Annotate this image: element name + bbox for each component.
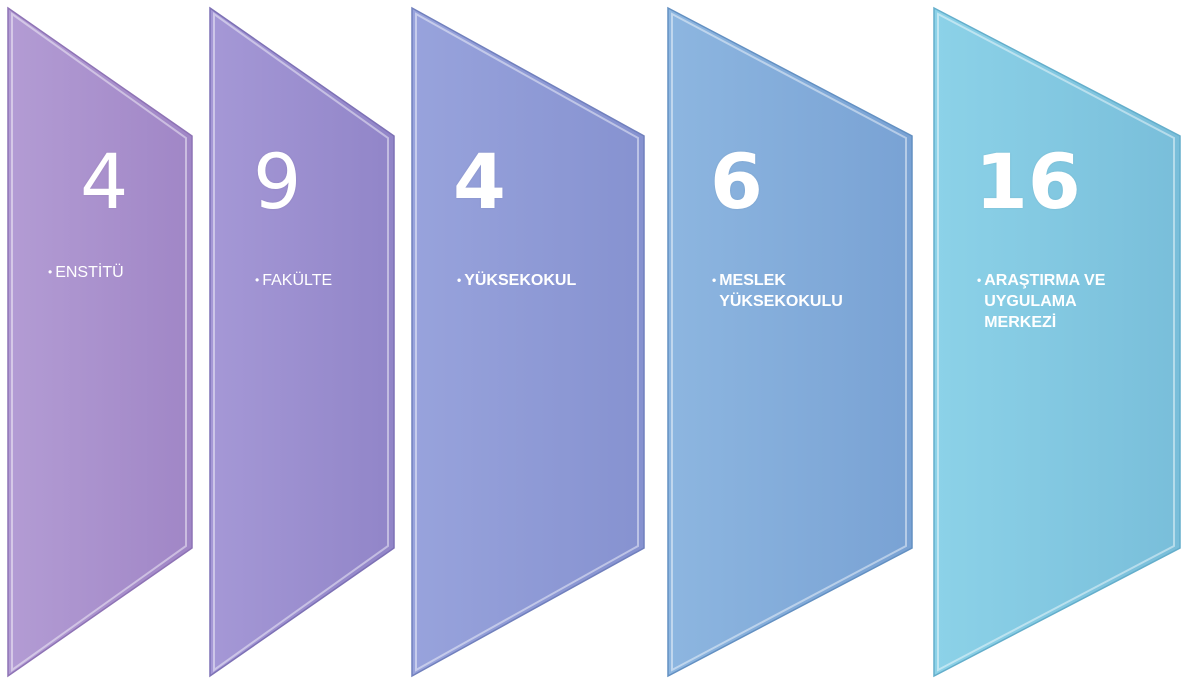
label-text: FAKÜLTE — [262, 272, 333, 289]
bullet-icon: • — [457, 273, 462, 287]
label-yuksekokul: • YÜKSEKOKUL — [457, 270, 576, 291]
bullet-icon: • — [255, 273, 260, 287]
label-meslek-yuksekokulu: • MESLEK YÜKSEKOKULU — [712, 270, 843, 312]
count-fakulte: 9 — [253, 137, 302, 226]
chevron-3 — [411, 6, 645, 678]
count-arastirma-merkezi: 16 — [975, 137, 1081, 226]
chevron-1 — [7, 6, 193, 678]
bullet-icon: • — [48, 265, 53, 279]
count-enstitu: 4 — [80, 137, 129, 226]
label-enstitu: • ENSTİTÜ — [48, 262, 124, 283]
label-text: YÜKSEKOKUL — [464, 272, 577, 289]
count-meslek-yuksekokulu: 6 — [710, 137, 763, 226]
label-arastirma-merkezi: • ARAŞTIRMA VE UYGULAMA MERKEZİ — [977, 270, 1105, 333]
label-text: ENSTİTÜ — [55, 264, 124, 281]
label-fakulte: • FAKÜLTE — [255, 270, 332, 291]
chevron-5 — [933, 6, 1181, 678]
label-text: ARAŞTIRMA VE UYGULAMA MERKEZİ — [984, 272, 1106, 331]
bullet-icon: • — [977, 273, 982, 287]
bullet-icon: • — [712, 273, 717, 287]
label-text: MESLEK YÜKSEKOKULU — [719, 272, 843, 310]
count-yuksekokul: 4 — [453, 137, 506, 226]
chevron-4 — [667, 6, 913, 678]
chevron-2 — [209, 6, 395, 678]
